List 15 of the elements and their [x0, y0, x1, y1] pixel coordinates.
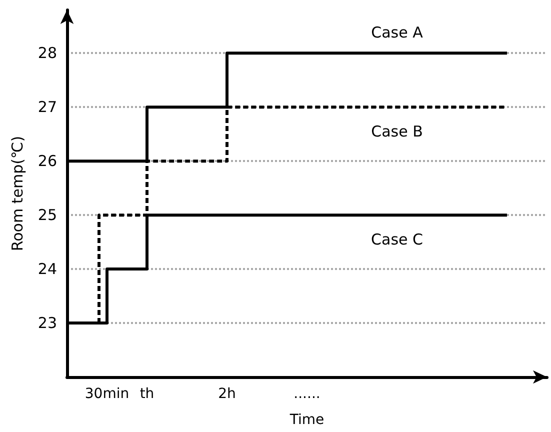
y-tick-label: 23 — [38, 314, 57, 332]
x-tick-label: 30min — [84, 386, 130, 402]
y-tick-label: 28 — [38, 44, 57, 62]
y-tick-label: 24 — [38, 260, 57, 278]
y-tick-label: 27 — [38, 98, 57, 116]
y-tick-label: 25 — [38, 206, 57, 224]
x-axis-title: Time — [288, 412, 324, 428]
y-tick-label: 26 — [38, 152, 57, 170]
x-tick-label: 2h — [218, 386, 236, 402]
series-label: Case C — [371, 230, 423, 249]
x-tick-label: ...... — [294, 386, 320, 402]
series-label: Case B — [371, 122, 423, 141]
y-axis-title: Room temp(℃) — [8, 136, 26, 252]
x-tick-label: th — [140, 386, 154, 402]
series-label: Case A — [371, 24, 424, 42]
